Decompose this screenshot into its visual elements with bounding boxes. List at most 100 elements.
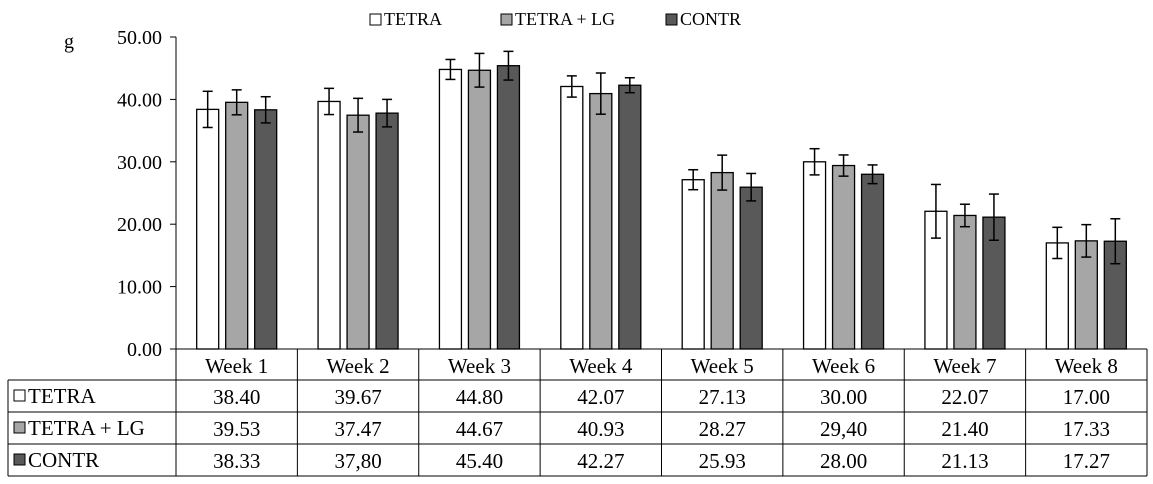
error-bar-tetra-lg-week-7 bbox=[959, 203, 970, 228]
table-cell: 39.53 bbox=[213, 417, 260, 441]
y-tick-label: 0.00 bbox=[127, 339, 162, 361]
error-bar-contr-week-5 bbox=[746, 172, 757, 202]
table-cell: 29,40 bbox=[820, 417, 867, 441]
table-cell: 28.00 bbox=[820, 449, 867, 473]
error-bar-tetra-week-5 bbox=[688, 168, 699, 191]
table-cell: 21.13 bbox=[941, 449, 988, 473]
table-cell: 39.67 bbox=[334, 385, 381, 409]
x-tick-label: Week 7 bbox=[933, 354, 996, 378]
legend-item-tetra-lg: TETRA + LG bbox=[500, 9, 615, 29]
table-cell: 38.33 bbox=[213, 449, 260, 473]
table-cell: 21.40 bbox=[941, 417, 988, 441]
table-cell: 45.40 bbox=[456, 449, 503, 473]
y-tick-label: 10.00 bbox=[117, 277, 162, 299]
table-cell: 42.07 bbox=[577, 385, 624, 409]
bar-contr-week-3 bbox=[496, 65, 521, 350]
bar-contr-week-4 bbox=[618, 84, 642, 350]
error-bar-contr-week-4 bbox=[624, 76, 635, 94]
y-tick-label: 40.00 bbox=[117, 89, 162, 111]
bar-contr-week-5 bbox=[739, 186, 763, 350]
table-cell: 17.27 bbox=[1063, 449, 1110, 473]
error-bar-tetra-week-8 bbox=[1052, 226, 1063, 260]
bar-tetra-week-5 bbox=[681, 179, 705, 350]
legend-label: TETRA + LG bbox=[515, 9, 615, 29]
error-bar-tetra-week-3 bbox=[445, 58, 456, 81]
bar-tetra-week-2 bbox=[317, 100, 341, 350]
x-tick-label: Week 3 bbox=[448, 354, 511, 378]
table-row-contr: CONTR 38.33 37,80 45.40 42.27 25.93 28.00 21.13… bbox=[13, 448, 1110, 473]
bar-contr-week-1 bbox=[254, 109, 278, 350]
legend-label: TETRA bbox=[384, 9, 442, 29]
legend-swatch bbox=[665, 13, 678, 26]
bar-tetra-lg-week-4 bbox=[589, 92, 613, 350]
table-cell: 37.47 bbox=[334, 417, 381, 441]
bar-tetra-lg-week-5 bbox=[710, 171, 734, 350]
data-table: Week 1 Week 2 Week 3 Week 4 Week 5 Week 6 Week… bbox=[7, 348, 1148, 477]
table-cell: 37,80 bbox=[334, 449, 381, 473]
legend-label: CONTR bbox=[680, 9, 741, 29]
error-bar-contr-week-1 bbox=[260, 95, 271, 124]
x-tick-label: Week 4 bbox=[569, 354, 633, 378]
error-bar-tetra-lg-week-4 bbox=[595, 72, 606, 115]
x-tick-label: Week 2 bbox=[327, 354, 390, 378]
table-cell: 25.93 bbox=[699, 449, 746, 473]
error-bar-tetra-week-2 bbox=[324, 87, 335, 116]
y-axis: 0.00 10.00 20.00 30.00 40.00 50.00 bbox=[117, 27, 177, 379]
table-cell: 44.80 bbox=[456, 385, 503, 409]
error-bar-tetra-lg-week-5 bbox=[717, 154, 728, 191]
y-tick-label: 20.00 bbox=[117, 214, 162, 236]
error-bar-contr-week-7 bbox=[988, 193, 999, 241]
error-bar-tetra-lg-week-8 bbox=[1081, 223, 1092, 258]
y-axis-label: g bbox=[64, 31, 74, 53]
y-tick-label: 30.00 bbox=[117, 152, 162, 174]
table-cell: 27.13 bbox=[699, 385, 746, 409]
error-bar-contr-week-8 bbox=[1110, 218, 1121, 265]
error-bar-contr-week-3 bbox=[503, 50, 514, 81]
table-cell: 42.27 bbox=[577, 449, 624, 473]
error-bar-tetra-lg-week-1 bbox=[231, 89, 242, 116]
x-tick-label: Week 1 bbox=[205, 354, 268, 378]
table-cell: 22.07 bbox=[941, 385, 988, 409]
table-cell: 30.00 bbox=[820, 385, 867, 409]
legend-item-tetra: TETRA bbox=[369, 9, 442, 29]
error-bar-tetra-week-1 bbox=[202, 90, 213, 129]
error-bar-contr-week-6 bbox=[867, 164, 878, 185]
error-bar-tetra-week-4 bbox=[566, 75, 577, 98]
table-cell: 44.67 bbox=[456, 417, 503, 441]
bar-tetra-lg-week-6 bbox=[831, 164, 856, 350]
table-row-tetra: TETRA 38.40 39.67 44.80 42.07 27.13 30.00 22.07… bbox=[13, 384, 1110, 409]
error-bar-contr-week-2 bbox=[382, 98, 393, 128]
table-row-label: TETRA bbox=[28, 384, 96, 408]
bar-tetra-lg-week-1 bbox=[225, 101, 249, 350]
bar-tetra-week-6 bbox=[802, 161, 827, 350]
bar-contr-week-6 bbox=[860, 173, 885, 350]
table-cell: 17.00 bbox=[1063, 385, 1110, 409]
table-row-tetra-lg: TETRA + LG 39.53 37.47 44.67 40.93 28.27 29,40… bbox=[13, 416, 1110, 441]
legend-item-contr: CONTR bbox=[665, 9, 741, 29]
x-tick-label: Week 6 bbox=[812, 354, 875, 378]
table-row-label: CONTR bbox=[28, 448, 99, 472]
table-cell: 38.40 bbox=[213, 385, 260, 409]
bar-tetra-lg-week-3 bbox=[467, 69, 492, 350]
table-swatch bbox=[13, 389, 26, 402]
bar-tetra-lg-week-7 bbox=[953, 214, 977, 350]
x-tick-label: Week 8 bbox=[1055, 354, 1118, 378]
error-bar-tetra-lg-week-3 bbox=[474, 52, 485, 88]
legend: TETRA TETRA + LG CONTR bbox=[369, 9, 741, 29]
error-bar-tetra-week-6 bbox=[809, 147, 820, 176]
error-bar-tetra-lg-week-2 bbox=[353, 97, 364, 133]
error-bar-tetra-lg-week-6 bbox=[838, 154, 849, 177]
bar-tetra-week-4 bbox=[560, 85, 584, 350]
bars bbox=[196, 65, 1127, 350]
bar-tetra-lg-week-2 bbox=[346, 114, 370, 350]
bar-contr-week-2 bbox=[375, 112, 399, 350]
error-bars bbox=[202, 50, 1121, 265]
bar-tetra-week-3 bbox=[438, 68, 463, 350]
table-cell: 17.33 bbox=[1063, 417, 1110, 441]
bar-tetra-week-1 bbox=[196, 108, 220, 350]
table-row-label: TETRA + LG bbox=[28, 416, 145, 440]
x-tick-label: Week 5 bbox=[691, 354, 754, 378]
table-swatch bbox=[13, 453, 26, 466]
error-bar-tetra-week-7 bbox=[930, 183, 941, 239]
